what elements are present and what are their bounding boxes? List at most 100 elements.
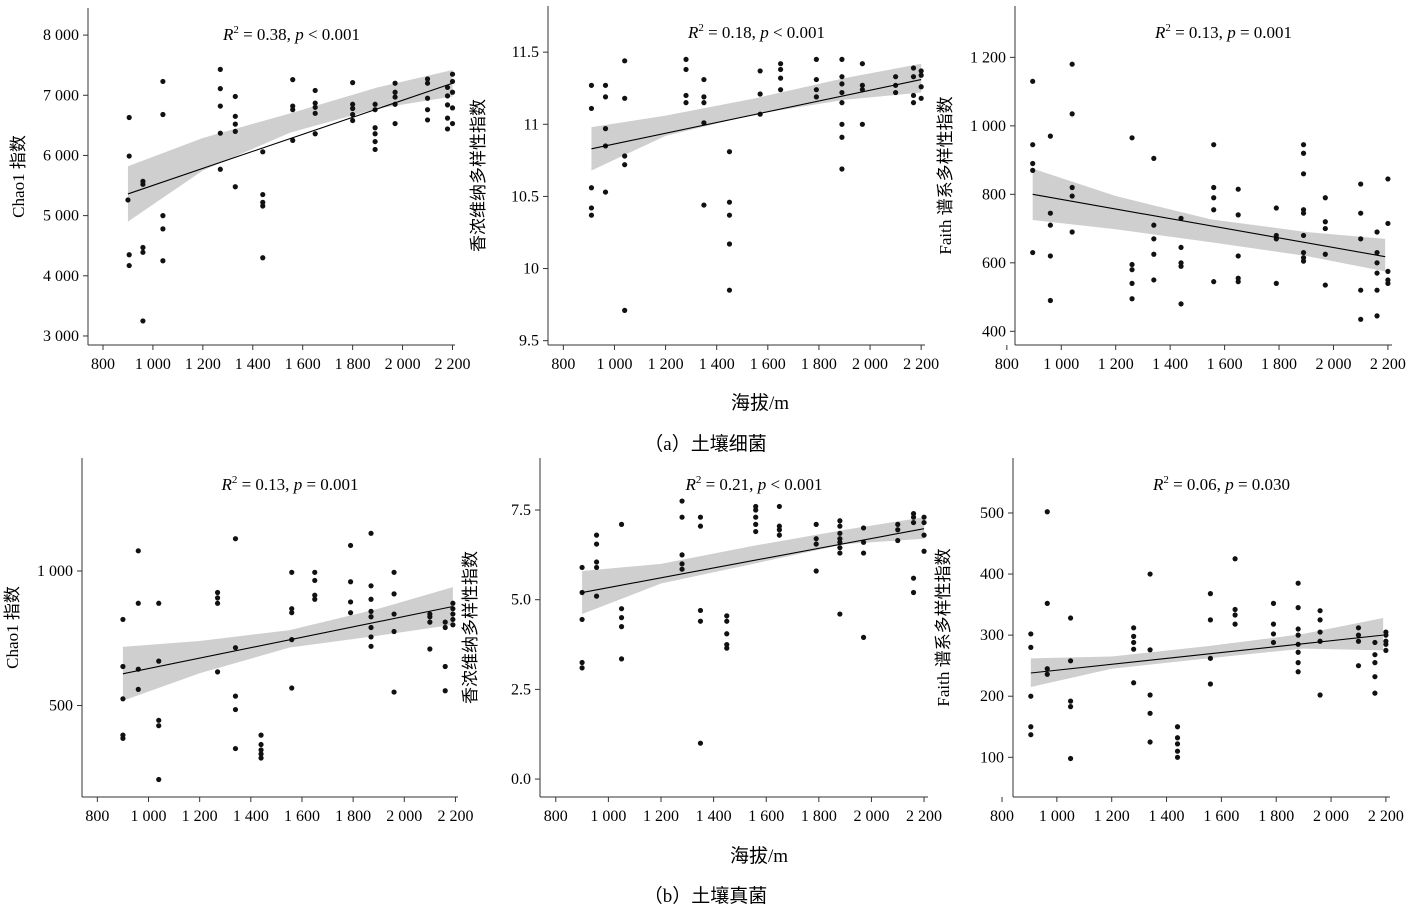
data-point	[618, 606, 625, 612]
data-point	[1067, 704, 1074, 710]
data-point	[1355, 625, 1362, 631]
x-tick-label: 1 600	[1207, 356, 1243, 373]
data-point	[683, 56, 689, 62]
data-point	[444, 93, 451, 99]
data-point	[1178, 263, 1184, 269]
data-point	[1207, 591, 1214, 597]
data-point	[232, 93, 238, 100]
data-point	[1129, 267, 1135, 273]
data-point	[217, 130, 223, 136]
data-point	[918, 68, 924, 74]
data-point	[1385, 268, 1391, 274]
confidence-band	[591, 63, 922, 171]
data-point	[442, 619, 448, 625]
y-tick-label: 1 000	[970, 118, 1006, 135]
x-tick-label: 1 800	[801, 808, 837, 825]
data-point	[347, 610, 354, 616]
data-point	[1131, 639, 1137, 646]
data-point	[1372, 690, 1378, 696]
data-point	[427, 646, 433, 652]
data-point	[839, 81, 845, 87]
y-tick-label: 500	[49, 698, 73, 715]
x-tick-label: 2 000	[386, 808, 422, 825]
data-point	[1044, 509, 1050, 515]
data-point	[726, 199, 733, 205]
data-point	[217, 86, 223, 92]
data-point	[618, 521, 625, 527]
data-point	[622, 153, 628, 159]
data-point	[135, 548, 141, 554]
data-point	[1358, 181, 1364, 187]
data-point	[156, 658, 162, 664]
data-point	[837, 518, 843, 524]
data-point	[1295, 580, 1301, 586]
data-point	[232, 536, 239, 542]
y-tick-label: 10.5	[511, 188, 539, 205]
x-tick-label: 1 000	[1043, 356, 1079, 373]
x-tick-label: 2 000	[1313, 808, 1349, 825]
x-tick-label: 800	[990, 808, 1014, 825]
data-point	[839, 89, 845, 96]
x-tick-label: 1 200	[1098, 356, 1134, 373]
data-point	[1355, 638, 1362, 644]
y-tick-label: 6 000	[43, 147, 79, 164]
data-point	[895, 537, 901, 544]
y-tick-label: 5.0	[511, 592, 531, 609]
data-point	[910, 100, 917, 106]
data-point	[450, 611, 456, 617]
data-point	[1069, 193, 1075, 199]
data-point	[683, 92, 689, 99]
data-point	[1044, 600, 1050, 606]
data-point	[701, 76, 707, 83]
data-point	[726, 241, 733, 247]
data-point	[1374, 260, 1380, 266]
data-point	[1270, 631, 1277, 637]
data-point	[347, 579, 354, 585]
data-point	[1044, 671, 1050, 677]
data-point	[1028, 724, 1034, 730]
x-tick-label: 1 000	[590, 808, 626, 825]
data-point	[1358, 287, 1364, 293]
data-point	[450, 616, 456, 623]
data-point	[813, 521, 819, 527]
y-tick-label: 2.5	[511, 681, 531, 698]
data-point	[290, 107, 296, 113]
data-point	[602, 126, 609, 132]
data-point	[679, 552, 685, 558]
data-point	[860, 539, 867, 545]
x-axis-label-a: 海拔/m	[730, 393, 790, 414]
data-point	[350, 101, 356, 107]
regression-line	[122, 605, 453, 675]
data-point	[392, 89, 398, 95]
data-point	[160, 111, 166, 118]
regression-line	[581, 528, 925, 594]
data-point	[1147, 710, 1153, 716]
r2-annotation: R2 = 0.21, p < 0.001	[684, 474, 822, 494]
data-point	[1300, 249, 1307, 256]
data-point	[860, 525, 867, 531]
data-point	[1047, 133, 1053, 139]
data-point	[622, 95, 628, 101]
data-point	[724, 645, 730, 651]
x-tick-label: 800	[551, 356, 575, 373]
data-point	[372, 138, 378, 145]
y-tick-label: 1 000	[37, 563, 73, 580]
data-point	[697, 523, 704, 529]
y-tick-label: 4 000	[43, 268, 79, 285]
data-point	[140, 244, 146, 251]
data-point	[839, 74, 845, 80]
y-tick-label: 100	[980, 749, 1004, 766]
data-point	[312, 104, 318, 110]
data-point	[1211, 142, 1217, 148]
data-point	[372, 125, 378, 131]
data-point	[1207, 655, 1214, 661]
data-point	[120, 696, 126, 702]
data-point	[1300, 171, 1307, 177]
data-point	[350, 105, 356, 112]
data-point	[444, 115, 451, 121]
data-point	[757, 68, 763, 74]
data-point	[895, 527, 901, 533]
data-point	[679, 561, 685, 567]
data-point	[125, 197, 131, 203]
data-point	[1317, 617, 1323, 623]
